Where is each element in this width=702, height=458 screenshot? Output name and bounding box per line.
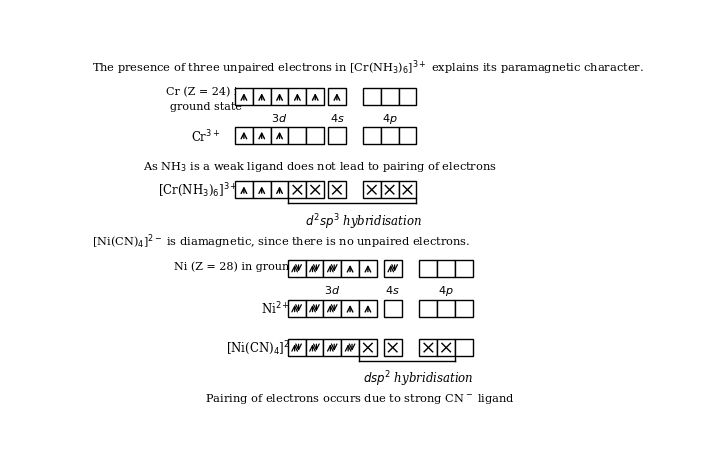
Bar <box>380 181 399 198</box>
Bar <box>437 300 455 317</box>
Text: The presence of three unpaired electrons in [Cr(NH$_3$)$_6$]$^{3+}$ explains its: The presence of three unpaired electrons… <box>92 58 644 76</box>
Bar <box>420 300 437 317</box>
Bar <box>455 260 473 277</box>
Bar <box>437 260 455 277</box>
Bar <box>306 126 324 143</box>
Text: $3d$: $3d$ <box>324 284 340 296</box>
Bar <box>341 260 359 277</box>
Text: Ni (Z = 28) in ground state: Ni (Z = 28) in ground state <box>173 262 327 272</box>
Text: [Cr(NH$_3$)$_6$]$^{3+}$: [Cr(NH$_3$)$_6$]$^{3+}$ <box>158 181 238 199</box>
Bar <box>288 300 305 317</box>
Text: ground state: ground state <box>170 102 241 112</box>
Text: $dsp^2$ hybridisation: $dsp^2$ hybridisation <box>364 370 474 389</box>
Bar <box>235 88 253 105</box>
Bar <box>359 300 377 317</box>
Bar <box>399 126 416 143</box>
Text: $4s$: $4s$ <box>330 112 344 124</box>
Bar <box>271 126 289 143</box>
Text: [Ni(CN)$_4$]$^{2-}$ is diamagnetic, since there is no unpaired electrons.: [Ni(CN)$_4$]$^{2-}$ is diamagnetic, sinc… <box>92 233 470 251</box>
Bar <box>328 181 346 198</box>
Bar <box>235 126 253 143</box>
Bar <box>420 339 437 356</box>
Bar <box>288 339 305 356</box>
Bar <box>235 181 253 198</box>
Text: Ni$^{2+}$: Ni$^{2+}$ <box>261 301 290 317</box>
Bar <box>363 181 380 198</box>
Bar <box>328 126 346 143</box>
Text: $4p$: $4p$ <box>382 112 397 126</box>
Bar <box>399 181 416 198</box>
Text: $d^2sp^3$ hybridisation: $d^2sp^3$ hybridisation <box>305 212 423 232</box>
Text: Cr (Z = 24) in: Cr (Z = 24) in <box>166 87 245 97</box>
Bar <box>253 126 271 143</box>
Bar <box>455 339 473 356</box>
Bar <box>341 339 359 356</box>
Text: $3d$: $3d$ <box>272 112 288 124</box>
Bar <box>253 88 271 105</box>
Bar <box>359 339 377 356</box>
Bar <box>384 339 402 356</box>
Bar <box>305 339 324 356</box>
Bar <box>363 126 380 143</box>
Bar <box>289 88 306 105</box>
Text: As NH$_3$ is a weak ligand does not lead to pairing of electrons: As NH$_3$ is a weak ligand does not lead… <box>143 160 497 174</box>
Bar <box>324 339 341 356</box>
Bar <box>271 88 289 105</box>
Bar <box>384 300 402 317</box>
Text: $4s$: $4s$ <box>385 284 400 296</box>
Text: Cr$^{3+}$: Cr$^{3+}$ <box>191 128 220 145</box>
Text: $4p$: $4p$ <box>438 284 454 298</box>
Bar <box>399 88 416 105</box>
Bar <box>253 181 271 198</box>
Bar <box>289 126 306 143</box>
Bar <box>289 181 306 198</box>
Bar <box>305 260 324 277</box>
Text: [Ni(CN)$_4$]$^{2-}$: [Ni(CN)$_4$]$^{2-}$ <box>226 339 298 357</box>
Bar <box>271 181 289 198</box>
Bar <box>380 126 399 143</box>
Text: Pairing of electrons occurs due to strong CN$^-$ ligand: Pairing of electrons occurs due to stron… <box>205 392 515 406</box>
Bar <box>363 88 380 105</box>
Bar <box>305 300 324 317</box>
Bar <box>324 300 341 317</box>
Bar <box>306 88 324 105</box>
Bar <box>324 260 341 277</box>
Bar <box>384 260 402 277</box>
Bar <box>420 260 437 277</box>
Bar <box>359 260 377 277</box>
Bar <box>437 339 455 356</box>
Bar <box>288 260 305 277</box>
Bar <box>341 300 359 317</box>
Bar <box>455 300 473 317</box>
Bar <box>380 88 399 105</box>
Bar <box>306 181 324 198</box>
Bar <box>328 88 346 105</box>
